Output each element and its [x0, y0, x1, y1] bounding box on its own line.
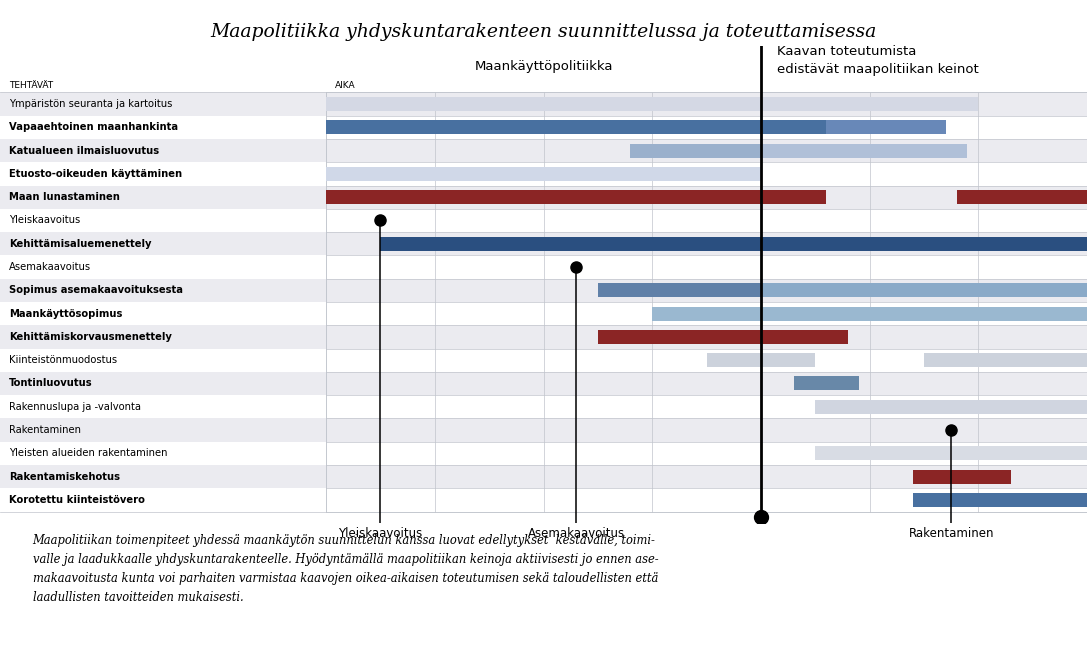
Text: Vapaaehtoinen maanhankinta: Vapaaehtoinen maanhankinta	[9, 122, 178, 132]
Bar	[0, 232, 1087, 255]
Text: Katualueen ilmaisluovutus: Katualueen ilmaisluovutus	[9, 146, 159, 156]
Bar	[913, 493, 1087, 507]
Bar	[924, 353, 1087, 367]
Bar	[707, 353, 815, 367]
Bar	[326, 120, 826, 134]
Bar	[815, 446, 1087, 460]
Text: Rakennuslupa ja -valvonta: Rakennuslupa ja -valvonta	[9, 402, 140, 412]
Bar	[630, 144, 761, 158]
Bar	[761, 283, 1087, 298]
Text: Yleisten alueiden rakentaminen: Yleisten alueiden rakentaminen	[9, 449, 167, 458]
Bar	[761, 144, 967, 158]
Text: Kaavan toteutumista
edistävät maapolitiikan keinot: Kaavan toteutumista edistävät maapolitii…	[777, 45, 979, 77]
Text: Kiinteistönmuodostus: Kiinteistönmuodostus	[9, 355, 116, 365]
Bar	[0, 186, 1087, 209]
Bar	[0, 395, 1087, 419]
Bar	[0, 279, 1087, 302]
Text: Tontinluovutus: Tontinluovutus	[9, 379, 92, 388]
Text: Yleiskaavoitus: Yleiskaavoitus	[338, 526, 423, 540]
Bar	[0, 325, 1087, 349]
Text: Sopimus asemakaavoituksesta: Sopimus asemakaavoituksesta	[9, 285, 183, 296]
Text: Rakentamiskehotus: Rakentamiskehotus	[9, 472, 120, 481]
Bar	[957, 190, 1087, 204]
Bar	[0, 116, 1087, 139]
Text: Maapolitiikan toimenpiteet yhdessä maankäytön suunnittelun kanssa luovat edellyt: Maapolitiikan toimenpiteet yhdessä maank…	[33, 534, 659, 604]
Bar	[0, 139, 1087, 162]
Bar	[326, 167, 761, 181]
Text: Maapolitiikka yhdyskuntarakenteen suunnittelussa ja toteuttamisessa: Maapolitiikka yhdyskuntarakenteen suunni…	[211, 23, 876, 41]
Bar	[326, 97, 978, 111]
Bar	[0, 465, 1087, 489]
Text: Yleiskaavoitus: Yleiskaavoitus	[9, 215, 80, 226]
Bar	[0, 162, 1087, 186]
Text: Ympäristön seuranta ja kartoitus: Ympäristön seuranta ja kartoitus	[9, 99, 172, 109]
Bar	[598, 330, 848, 344]
Bar	[652, 307, 1087, 320]
Text: Maan lunastaminen: Maan lunastaminen	[9, 192, 120, 202]
Bar	[326, 190, 826, 204]
Text: Kehittämiskorvausmenettely: Kehittämiskorvausmenettely	[9, 332, 172, 342]
Text: Kehittämisaluemenettely: Kehittämisaluemenettely	[9, 239, 151, 249]
Text: Maankäyttöpolitiikka: Maankäyttöpolitiikka	[474, 60, 613, 73]
Bar	[0, 419, 1087, 441]
Bar	[0, 92, 1087, 116]
Text: AIKA: AIKA	[335, 81, 355, 90]
Bar	[0, 489, 1087, 511]
Bar	[0, 349, 1087, 372]
Bar	[0, 441, 1087, 465]
Bar	[598, 283, 761, 298]
Bar	[380, 237, 1087, 250]
Text: Etuosto-oikeuden käyttäminen: Etuosto-oikeuden käyttäminen	[9, 169, 182, 179]
Text: TEHTÄVÄT: TEHTÄVÄT	[9, 81, 53, 90]
Text: Maankäyttösopimus: Maankäyttösopimus	[9, 309, 122, 318]
Text: Asemakaavoitus: Asemakaavoitus	[9, 262, 91, 272]
Bar	[913, 470, 1011, 483]
Text: Rakentaminen: Rakentaminen	[909, 526, 994, 540]
Bar	[0, 372, 1087, 395]
Text: Korotettu kiinteistövero: Korotettu kiinteistövero	[9, 495, 145, 505]
Bar	[0, 209, 1087, 232]
Bar	[826, 120, 946, 134]
Text: Asemakaavoitus: Asemakaavoitus	[527, 526, 625, 540]
Bar	[0, 255, 1087, 279]
Bar	[0, 302, 1087, 325]
Text: Rakentaminen: Rakentaminen	[9, 425, 80, 435]
Bar	[794, 377, 859, 390]
Bar	[815, 400, 1087, 414]
